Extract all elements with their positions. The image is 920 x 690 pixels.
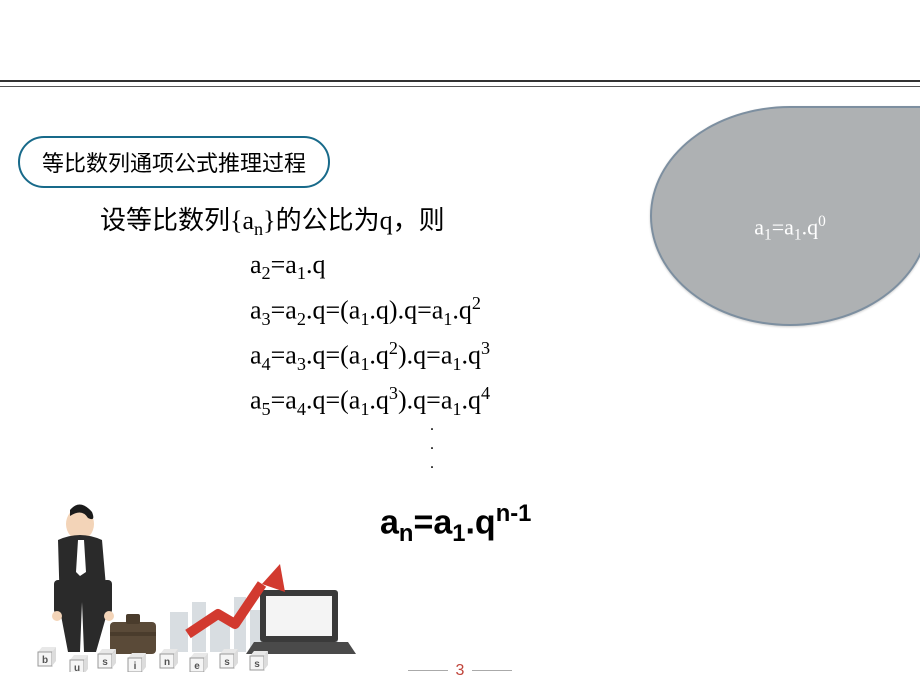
vertical-ellipsis: ... <box>430 416 434 474</box>
derivation-block: 设等比数列{an}的公比为q，则 a2=a1.q a3=a2.q=(a1.q).… <box>100 200 490 424</box>
leaf-formula: a1=a1.q0 <box>652 213 920 245</box>
top-rule-thin <box>0 86 920 87</box>
leaf-callout: a1=a1.q0 <box>650 106 920 326</box>
final-formula: an=a1.qn-1 <box>380 500 531 548</box>
section-title-pill: 等比数列通项公式推理过程 <box>18 136 330 188</box>
decorative-art: b u s i n e s s <box>10 502 370 672</box>
derivation-line: a3=a2.q=(a1.q).q=a1.q2 <box>250 289 490 334</box>
derivation-intro: 设等比数列{an}的公比为q，则 <box>100 200 490 244</box>
derivation-line: a4=a3.q=(a1.q2).q=a1.q3 <box>250 334 490 379</box>
laptop-icon <box>246 590 356 654</box>
derivation-line: a5=a4.q=(a1.q3).q=a1.q4 <box>250 379 490 424</box>
derivation-line: a2=a1.q <box>250 244 490 288</box>
top-rule-thick <box>0 80 920 82</box>
person-icon <box>52 504 114 652</box>
briefcase-icon <box>110 614 156 654</box>
page-number: 3 <box>0 662 920 680</box>
